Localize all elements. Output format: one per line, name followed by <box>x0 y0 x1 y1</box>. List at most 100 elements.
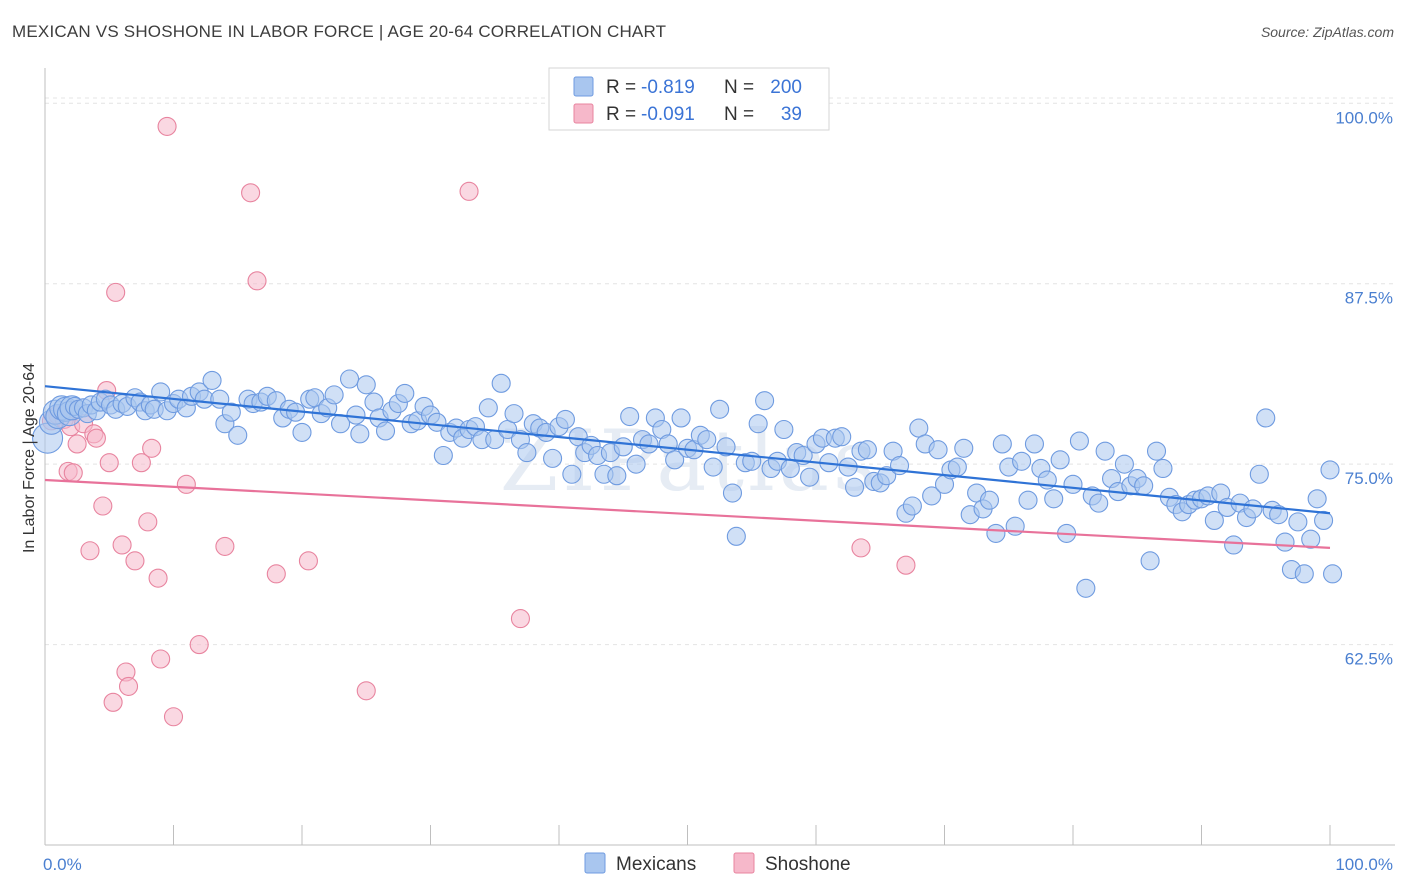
mexicans-point <box>375 421 396 441</box>
mexicans-point <box>350 424 370 444</box>
mexicans-point <box>774 419 794 440</box>
y-tick-label: 62.5% <box>1345 650 1393 669</box>
mexicans-point <box>1288 512 1308 532</box>
mexicans-point <box>1320 460 1340 480</box>
shoshone-point <box>106 282 126 302</box>
top-legend-box <box>548 67 830 131</box>
mexicans-point <box>1269 505 1289 525</box>
shoshone-point <box>298 551 318 571</box>
shoshone-point <box>112 535 132 555</box>
mexicans-point <box>1307 489 1327 509</box>
mexicans-point <box>292 422 312 442</box>
mexicans-point <box>517 443 537 463</box>
mexicans-point <box>202 370 222 390</box>
mexicans-point <box>607 466 627 486</box>
shoshone-point <box>510 609 531 629</box>
shoshone-point <box>99 453 119 473</box>
shoshone-point <box>176 474 196 494</box>
mexicans-point <box>1314 510 1334 530</box>
mexicans-point <box>1204 510 1224 530</box>
mexicans-point <box>427 412 447 432</box>
shoshone-point <box>247 271 267 291</box>
shoshone-point <box>86 428 106 448</box>
mexicans-point <box>697 430 717 450</box>
mexicans-point <box>1294 564 1314 584</box>
bottom-legend-label-shoshone: Shoshone <box>765 854 851 875</box>
legend-swatch-mexicans <box>573 76 594 97</box>
y-tick-label: 87.5% <box>1345 289 1393 308</box>
shoshone-point <box>189 635 209 655</box>
mexicans-point <box>346 405 366 425</box>
trend-lines <box>44 385 1331 549</box>
shoshone-point <box>67 434 87 454</box>
mexicans-points <box>32 369 1343 598</box>
shoshone-point <box>896 555 916 575</box>
shoshone-point <box>215 536 235 556</box>
mexicans-point <box>755 391 775 411</box>
mexicans-point <box>979 490 1000 510</box>
mexicans-point <box>562 464 582 484</box>
bottom-legend: Mexicans Shoshone <box>584 852 851 875</box>
bottom-legend-swatch-shoshone <box>733 852 755 874</box>
mexicans-point <box>710 399 730 419</box>
mexicans-point <box>1089 493 1109 513</box>
mexicans-point <box>922 486 942 506</box>
mexicans-point <box>478 398 498 418</box>
mexicans-point <box>613 437 633 457</box>
mexicans-point <box>504 404 524 424</box>
mexicans-point <box>992 434 1012 454</box>
shoshone-point <box>142 438 162 458</box>
mexicans-point <box>1275 532 1295 552</box>
x-tick-label: 0.0% <box>43 855 82 874</box>
mexicans-point <box>800 467 820 487</box>
grid-lines <box>45 97 1395 646</box>
mexicans-point <box>1249 464 1269 484</box>
legend-r-label: R = <box>606 104 636 125</box>
mexicans-point <box>228 425 248 445</box>
shoshone-point <box>459 181 479 201</box>
mexicans-point <box>626 454 646 474</box>
legend-r-value: -0.091 <box>641 104 695 125</box>
mexicans-point <box>620 406 640 427</box>
mexicans-point <box>1018 490 1038 510</box>
mexicans-point <box>1044 489 1064 509</box>
y-tick-label: 75.0% <box>1345 469 1393 488</box>
mexicans-point <box>1024 434 1044 454</box>
mexicans-point <box>1301 529 1321 549</box>
mexicans-point <box>339 369 360 389</box>
source-label: Source: ZipAtlas.com <box>1260 24 1394 40</box>
shoshone-point <box>118 676 139 696</box>
mexicans-point <box>1140 551 1160 571</box>
shoshone-point <box>157 116 177 136</box>
bottom-legend-swatch-mexicans <box>584 852 606 874</box>
mexicans-point <box>1114 454 1134 474</box>
mexicans-point <box>1076 578 1096 598</box>
mexicans-point <box>1323 564 1343 584</box>
shoshone-point <box>80 541 100 561</box>
legend-n-label: N = <box>724 77 754 98</box>
chart-title: MEXICAN VS SHOSHONE IN LABOR FORCE | AGE… <box>12 22 667 41</box>
shoshone-point <box>138 512 158 532</box>
mexicans-point <box>716 437 736 457</box>
shoshone-point <box>241 183 261 203</box>
legend-swatch-shoshone <box>573 103 594 124</box>
top-legend: R = -0.819 N = 200 R = -0.091 N = 39 <box>548 67 830 131</box>
shoshone-point <box>266 564 286 584</box>
legend-n-value: 200 <box>770 77 802 98</box>
x-tick-label: 100.0% <box>1335 855 1393 874</box>
shoshone-point <box>163 707 184 727</box>
mexicans-point <box>543 448 563 468</box>
shoshone-trend-line <box>44 478 1331 549</box>
y-tick-label: 100.0% <box>1335 108 1393 127</box>
legend-n-label: N = <box>724 104 754 125</box>
shoshone-point <box>131 453 151 473</box>
mexicans-point <box>364 392 384 412</box>
mexicans-point <box>639 434 659 454</box>
mexicans-point <box>1050 450 1070 470</box>
mexicans-point <box>1243 499 1263 519</box>
mexicans-point <box>1069 431 1089 451</box>
mexicans-point <box>877 466 897 486</box>
mexicans-point <box>324 385 344 405</box>
shoshone-point <box>148 568 168 588</box>
